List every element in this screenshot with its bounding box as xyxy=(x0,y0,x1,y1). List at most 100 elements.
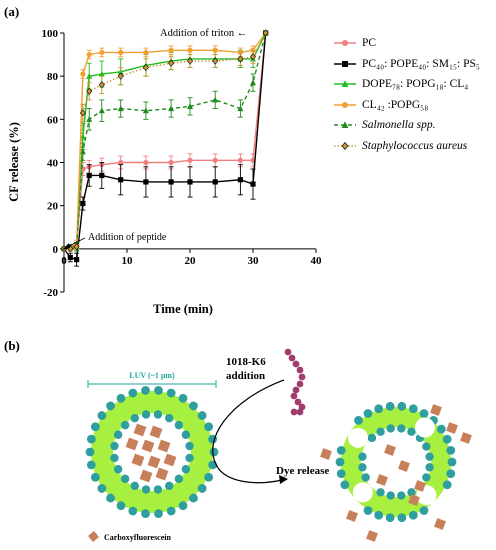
lipid-head-outer xyxy=(336,469,346,479)
lipid-head-inner xyxy=(185,453,194,463)
dye-molecule xyxy=(131,453,145,467)
lipid-head-outer xyxy=(86,434,96,444)
peptide-residue xyxy=(292,386,300,394)
y-axis-label: CF release (%) xyxy=(7,122,21,202)
dye-molecule xyxy=(376,474,388,486)
lipid-head-outer xyxy=(97,484,107,493)
lipid-head-outer xyxy=(116,501,126,511)
lipid-head-outer xyxy=(204,422,214,432)
data-point xyxy=(168,159,174,166)
dye-molecule xyxy=(155,467,169,481)
luv-label: LUV (~1 μm) xyxy=(129,371,175,380)
lipid-head-outer xyxy=(86,460,96,470)
series-2 xyxy=(61,29,269,252)
carboxyfluorescein-legend-label: Carboxyfluorescein xyxy=(104,533,172,542)
lipid-head-inner xyxy=(181,430,191,439)
lipid-head-inner xyxy=(153,485,163,494)
peptide-residue xyxy=(296,366,304,374)
legend-marker xyxy=(342,60,348,67)
triton-annotation: Addition of triton ← xyxy=(160,28,247,39)
data-point xyxy=(80,71,86,77)
data-point xyxy=(187,103,193,109)
lipid-head-outer xyxy=(374,510,384,520)
lipid-head-outer xyxy=(363,409,373,418)
data-point xyxy=(67,254,73,261)
process-arrow-head xyxy=(279,475,288,484)
lipid-head-outer xyxy=(166,388,176,398)
data-point xyxy=(118,159,124,166)
lipid-head-outer xyxy=(197,411,207,420)
dye-molecule xyxy=(320,448,332,460)
data-point xyxy=(250,181,256,187)
lipid-head-outer xyxy=(397,401,407,411)
data-point xyxy=(212,57,219,65)
x-tick-label: 30 xyxy=(248,255,260,267)
dye-molecule xyxy=(147,455,161,469)
legend-entry: PC₄₀: POPE₄₀: SM₁₅: PS₅ xyxy=(332,54,494,75)
lipid-head-inner xyxy=(165,413,174,423)
data-point xyxy=(143,179,149,185)
data-point xyxy=(168,105,175,112)
lipid-head-outer xyxy=(197,484,207,493)
data-point xyxy=(212,96,219,103)
lipid-head-inner xyxy=(358,463,367,472)
membrane-pore xyxy=(414,417,435,438)
y-tick-label: -20 xyxy=(43,287,58,299)
dye-molecule xyxy=(430,404,442,416)
lipid-head-outer xyxy=(446,469,456,479)
data-point xyxy=(86,172,92,179)
lipid-head-inner xyxy=(153,410,163,419)
lipid-head-inner xyxy=(407,488,416,497)
data-point xyxy=(86,51,92,58)
lipid-head-outer xyxy=(97,411,107,420)
peptide-label-line2: addition xyxy=(226,370,265,382)
y-tick-label: 40 xyxy=(47,158,59,170)
lipid-head-inner xyxy=(165,481,174,491)
series-5 xyxy=(61,29,269,253)
lipid-head-outer xyxy=(419,506,429,515)
lipid-head-outer xyxy=(385,513,395,523)
data-point xyxy=(86,116,93,122)
series-4 xyxy=(61,29,269,252)
data-point xyxy=(212,47,218,53)
lipid-head-inner xyxy=(113,430,123,439)
legend-label: Staphylococcus aureus xyxy=(362,139,468,152)
legend-swatch xyxy=(334,121,356,129)
lipid-head-outer xyxy=(408,404,418,414)
data-point xyxy=(79,109,86,117)
data-point xyxy=(237,177,243,183)
data-point xyxy=(98,70,105,77)
lipid-head-inner xyxy=(386,424,395,433)
series-line xyxy=(63,32,267,250)
liposome-schematic: LUV (~1 μm) 1018-K6 addition Dye release… xyxy=(85,348,472,542)
dye-molecule xyxy=(157,439,171,453)
peptide-chain-icon xyxy=(284,348,306,416)
dye-molecule xyxy=(460,432,472,444)
lipid-head-outer xyxy=(189,401,198,411)
peptide-residue xyxy=(290,408,298,416)
lipid-head-outer xyxy=(419,409,429,418)
membrane-pore xyxy=(348,427,369,448)
data-point xyxy=(117,105,124,112)
dye-molecule xyxy=(149,425,163,439)
dye-molecule xyxy=(125,437,139,451)
data-point xyxy=(143,159,149,166)
y-tick-label: 100 xyxy=(42,28,59,40)
data-point xyxy=(187,57,193,65)
lipid-head-outer xyxy=(90,422,100,432)
dye-release-label: Dye release xyxy=(276,465,329,477)
legend-label: PC₄₀: POPE₄₀: SM₁₅: PS₅ xyxy=(362,57,480,70)
lipid-head-inner xyxy=(185,441,194,451)
lipid-head-outer xyxy=(178,501,188,511)
lipid-head-outer xyxy=(166,506,176,516)
lipid-head-outer xyxy=(141,385,150,395)
x-tick-label: 10 xyxy=(122,255,134,267)
lipid-head-outer xyxy=(446,445,456,455)
series-3 xyxy=(61,30,269,252)
lipid-head-inner xyxy=(407,427,416,436)
y-tick-label: 80 xyxy=(47,71,59,83)
legend-marker xyxy=(341,121,349,129)
dye-molecule xyxy=(434,518,446,530)
lipid-head-outer xyxy=(154,385,163,395)
data-point xyxy=(98,107,105,114)
